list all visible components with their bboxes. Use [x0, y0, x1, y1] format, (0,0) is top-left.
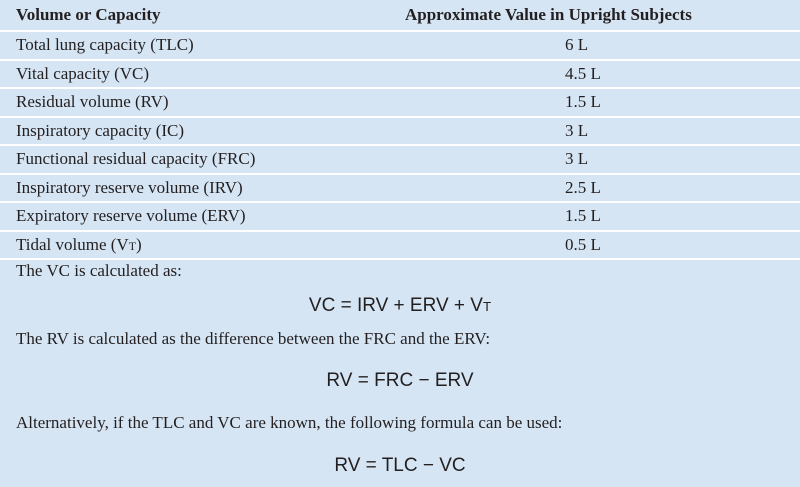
- text-part: Tidal volume (V: [16, 234, 129, 254]
- table-row: Expiratory reserve volume (ERV) 1.5 L: [0, 203, 800, 232]
- label-cell: Tidal volume (VT): [16, 235, 142, 255]
- value-cell: 1.5 L: [565, 206, 601, 226]
- subscript: T: [128, 238, 136, 253]
- note-text: The VC is calculated as:: [16, 261, 182, 280]
- value-cell: 3 L: [565, 120, 589, 140]
- table-row: Inspiratory capacity (IC) 3 L: [0, 118, 800, 146]
- label-cell: Inspiratory reserve volume (IRV): [16, 177, 243, 197]
- table-header: Volume or Capacity Approximate Value in U…: [0, 0, 800, 32]
- label-cell: Functional residual capacity (FRC): [16, 149, 256, 169]
- label-cell: Vital capacity (VC): [16, 63, 150, 83]
- table-row: Vital capacity (VC) 4.5 L: [0, 61, 800, 89]
- header-cell: Approximate Value in Upright Subjects: [405, 5, 692, 24]
- table-row: Tidal volume (VT) 0.5 L: [0, 232, 800, 260]
- value-cell: 6 L: [565, 35, 589, 55]
- table-row: Functional residual capacity (FRC) 3 L: [0, 146, 800, 175]
- label-cell: Total lung capacity (TLC): [16, 35, 194, 55]
- label-cell: Inspiratory capacity (IC): [16, 120, 185, 140]
- subscript: T: [482, 299, 492, 314]
- value-cell: 0.5 L: [565, 234, 601, 254]
- formula: RV = FRC − ERV: [0, 370, 800, 392]
- label-cell: Residual volume (RV): [16, 92, 169, 112]
- value-cell: 4.5 L: [565, 63, 601, 83]
- value-cell: 1.5 L: [565, 92, 601, 112]
- value-cell: 3 L: [565, 149, 589, 169]
- table-row: Inspiratory reserve volume (IRV) 2.5 L: [0, 175, 800, 203]
- formula: VC = IRV + ERV + VT: [0, 295, 800, 317]
- formula: RV = TLC − VC: [0, 455, 800, 477]
- note-text: The RV is calculated as the difference b…: [16, 329, 491, 348]
- table-row: Total lung capacity (TLC) 6 L: [0, 32, 800, 61]
- text-part: ): [135, 234, 142, 254]
- label-cell: Expiratory reserve volume (ERV): [16, 206, 246, 226]
- text-part: VC = IRV + ERV + V: [308, 295, 483, 316]
- table-row: Residual volume (RV) 1.5 L: [0, 89, 800, 118]
- note-text: Alternatively, if the TLC and VC are kno…: [16, 413, 563, 432]
- value-cell: 2.5 L: [565, 177, 601, 197]
- text-part: RV = FRC − ERV: [326, 370, 474, 391]
- header-cell: Volume or Capacity: [16, 5, 161, 24]
- text-part: RV = TLC − VC: [334, 455, 466, 476]
